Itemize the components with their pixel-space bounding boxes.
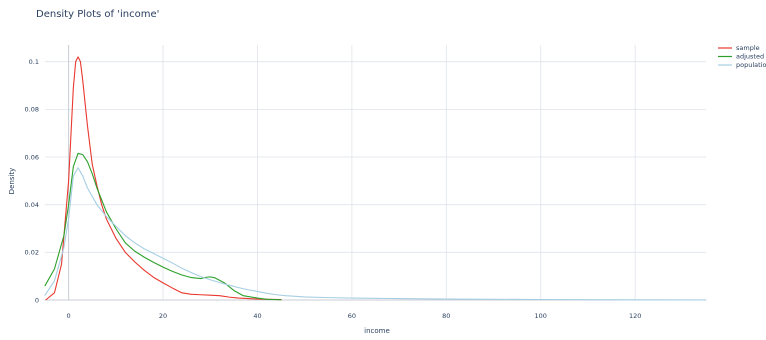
chart-title: Density Plots of 'income' bbox=[36, 9, 159, 20]
legend-label: sample bbox=[736, 44, 760, 52]
y-tick-label: 0 bbox=[35, 296, 39, 304]
y-tick-label: 0.08 bbox=[25, 106, 39, 114]
series-layer bbox=[44, 56, 707, 301]
legend-item-sample[interactable]: sample bbox=[718, 44, 760, 52]
x-tick-label: 0 bbox=[67, 312, 71, 320]
series-line-sample bbox=[45, 56, 282, 301]
x-tick-label: 100 bbox=[535, 312, 547, 320]
legend-label: adjusted bbox=[736, 53, 764, 61]
y-tick-label: 0.06 bbox=[25, 153, 39, 161]
x-tick-label: 20 bbox=[159, 312, 167, 320]
x-tick-label: 40 bbox=[253, 312, 261, 320]
series-line-population bbox=[44, 167, 707, 301]
y-tick-label: 0.04 bbox=[25, 201, 39, 209]
x-tick-label: 60 bbox=[348, 312, 356, 320]
y-tick-label: 0.02 bbox=[25, 249, 39, 257]
grid-layer bbox=[45, 45, 706, 301]
legend-item-adjusted[interactable]: adjusted bbox=[718, 53, 764, 61]
x-tick-labels: 0 20 40 60 80 100 120 bbox=[67, 312, 642, 320]
x-tick-label: 120 bbox=[629, 312, 641, 320]
legend-item-population[interactable]: population bbox=[718, 61, 766, 69]
y-axis-title: Density bbox=[8, 168, 16, 195]
x-tick-label: 80 bbox=[442, 312, 450, 320]
y-tick-labels: 0 0.02 0.04 0.06 0.08 0.1 bbox=[25, 58, 39, 304]
legend-label: population bbox=[736, 61, 766, 69]
y-tick-label: 0.1 bbox=[29, 58, 39, 66]
x-axis-title: income bbox=[364, 327, 390, 335]
legend[interactable]: sampleadjustedpopulation bbox=[718, 44, 766, 69]
